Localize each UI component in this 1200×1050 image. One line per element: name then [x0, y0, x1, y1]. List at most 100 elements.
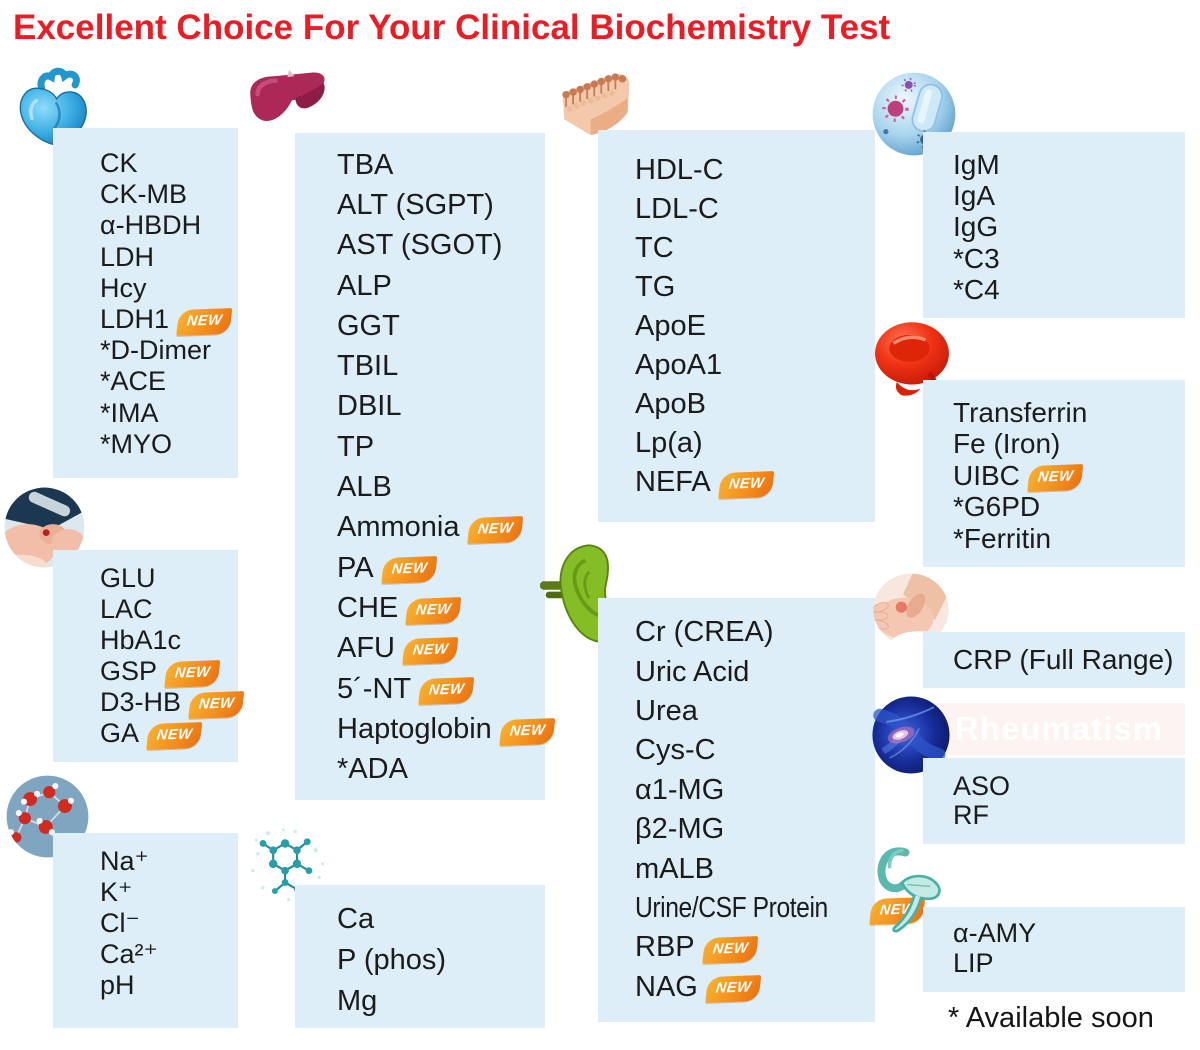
test-name: LAC: [100, 594, 153, 624]
test-item: α-AMY: [953, 918, 1185, 948]
test-name: ASO: [953, 771, 1011, 801]
test-item: *G6PD: [953, 491, 1185, 524]
test-name: 5´-NT: [337, 672, 412, 705]
test-item: ApoE: [635, 307, 875, 346]
page-title: Excellent Choice For Your Clinical Bioch…: [13, 8, 891, 47]
test-name: NAG: [635, 970, 698, 1003]
new-badge-icon: NEW: [188, 690, 245, 719]
test-item: Cys-C: [635, 731, 875, 770]
test-item: Ca: [337, 899, 545, 940]
test-name: AST (SGOT): [337, 229, 503, 262]
test-name: *C3: [953, 242, 1000, 274]
test-name: ALT (SGPT): [337, 188, 494, 221]
new-badge-icon: NEW: [176, 307, 233, 336]
test-name: CRP (Full Range): [953, 644, 1174, 675]
test-item: NEFA NEW: [635, 463, 875, 502]
test-item: ApoA1: [635, 346, 875, 385]
new-badge-icon: NEW: [402, 637, 459, 665]
test-item: GA NEW: [100, 718, 238, 750]
test-item: mALB: [635, 849, 875, 888]
test-item: TBA: [337, 145, 545, 185]
test-item: Cl⁻: [100, 908, 238, 939]
test-name: LIP: [953, 947, 994, 978]
panel-iron: Transferrin Fe (Iron) UIBC NEW *G6PD *Ferriti…: [923, 380, 1185, 567]
test-item: AFU NEW: [337, 629, 545, 669]
test-item: UIBC NEW: [953, 460, 1185, 492]
test-item: IgM: [953, 149, 1185, 180]
test-item: IgA: [953, 180, 1185, 211]
test-item: HDL-C: [635, 151, 875, 190]
test-item: LDH1 NEW: [100, 304, 238, 336]
test-item: pH: [100, 970, 238, 1001]
test-item: DBIL: [337, 387, 545, 427]
test-name: CK: [100, 148, 138, 179]
test-name: *C4: [953, 273, 1000, 305]
panel-glucose: GLU LAC HbA1c GSP NEW D3-HB NEW GA NEW: [53, 550, 245, 762]
rheumatism-heading: Rheumatism: [923, 703, 1185, 755]
inflammation-test-list: CRP (Full Range): [923, 632, 1185, 677]
test-name: Haptoglobin: [337, 712, 492, 745]
test-name: ALP: [337, 269, 392, 302]
test-name: TG: [635, 271, 676, 303]
panel-cardiac: CK CK-MB α-HBDH LDH Hcy LDH1 NEW *D-Dimer *ACE *I…: [53, 128, 238, 478]
test-name: Transferrin: [953, 396, 1088, 428]
test-item: CK-MB: [100, 179, 238, 210]
cardiac-test-list: CK CK-MB α-HBDH LDH Hcy LDH1 NEW *D-Dimer *ACE *I…: [53, 128, 238, 460]
test-name: HbA1c: [100, 625, 182, 655]
test-name: GA: [100, 718, 140, 748]
panel-pancreatic: α-AMY LIP: [923, 907, 1185, 992]
test-item: Uric Acid: [635, 652, 875, 691]
iron-test-list: Transferrin Fe (Iron) UIBC NEW *G6PD *Ferriti…: [923, 380, 1185, 555]
test-name: *IMA: [100, 397, 159, 428]
test-name: TBA: [337, 148, 394, 181]
new-badge-icon: NEW: [405, 596, 462, 625]
test-name: ApoA1: [635, 349, 723, 381]
panel-rheumatism: ASO RF: [923, 758, 1185, 844]
test-item: Ammonia NEW: [337, 508, 545, 548]
test-name: ALB: [337, 471, 392, 504]
test-name: GGT: [337, 309, 400, 342]
new-badge-icon: NEW: [701, 936, 759, 964]
new-badge-icon: NEW: [146, 721, 203, 750]
test-name: *Ferritin: [953, 522, 1052, 554]
panel-minerals: Ca P (phos) Mg: [295, 885, 545, 1028]
test-name: IgM: [953, 148, 1000, 180]
test-name: RF: [953, 800, 989, 830]
test-name: HDL-C: [635, 154, 724, 186]
test-name: pH: [100, 970, 135, 1000]
test-item: Urine/CSF Protein NEW: [635, 889, 926, 928]
new-badge-icon: NEW: [1027, 464, 1084, 492]
test-item: *C4: [953, 274, 1185, 305]
test-item: Cr (CREA): [635, 613, 875, 652]
test-item: Urea: [635, 692, 875, 731]
test-item: *ADA: [337, 749, 545, 789]
panel-inflammation: CRP (Full Range): [923, 632, 1185, 688]
test-item: CRP (Full Range): [953, 643, 1185, 677]
test-item: ApoB: [635, 385, 875, 424]
test-item: LDL-C: [635, 190, 875, 229]
test-name: CK-MB: [100, 179, 187, 210]
test-item: ALT (SGPT): [337, 185, 545, 225]
test-name: Lp(a): [635, 427, 703, 459]
test-item: *C3: [953, 243, 1185, 274]
test-name: IgG: [953, 211, 999, 243]
test-name: GLU: [100, 563, 156, 593]
panel-electrolytes: Na⁺ K⁺ Cl⁻ Ca²⁺ pH: [53, 833, 238, 1028]
test-name: α-HBDH: [100, 210, 202, 241]
test-item: α1-MG: [635, 771, 875, 810]
test-name: TP: [337, 430, 375, 463]
test-item: RBP NEW: [635, 928, 875, 967]
test-item: *MYO: [100, 429, 238, 460]
panel-lipids: HDL-C LDL-C TC TG ApoE ApoA1 ApoB Lp(a) NEFA NEW: [598, 130, 875, 522]
test-name: ApoE: [635, 310, 706, 342]
test-name: P (phos): [337, 944, 447, 976]
test-name: ApoB: [635, 388, 706, 420]
new-badge-icon: NEW: [499, 717, 556, 745]
lipid-test-list: HDL-C LDL-C TC TG ApoE ApoA1 ApoB Lp(a) NEFA NEW: [598, 130, 875, 502]
test-item: ASO: [953, 771, 1185, 801]
test-item: Lp(a): [635, 424, 875, 463]
test-name: Uric Acid: [635, 655, 750, 688]
test-item: α-HBDH: [100, 210, 238, 241]
test-name: UIBC: [953, 459, 1020, 491]
glucose-test-list: GLU LAC HbA1c GSP NEW D3-HB NEW GA NEW: [53, 550, 245, 750]
